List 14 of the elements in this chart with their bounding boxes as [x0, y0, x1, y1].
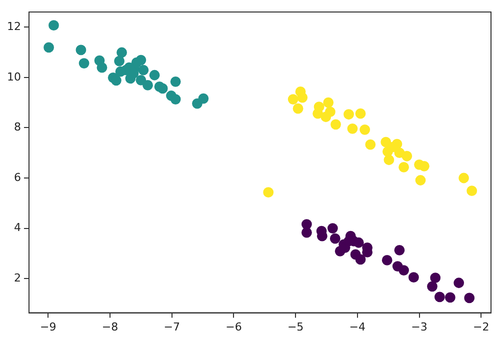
y-tick-label: 8 — [14, 120, 21, 134]
x-tick-label: −2 — [472, 320, 490, 334]
x-tick-label: −9 — [40, 320, 56, 334]
x-tick-label: −7 — [164, 320, 180, 334]
x-tick-label: −5 — [287, 320, 304, 334]
x-tick-label: −8 — [102, 320, 118, 334]
x-tick-label: −4 — [349, 320, 366, 334]
x-tick-label: −6 — [226, 320, 242, 334]
y-tick-label: 12 — [6, 20, 21, 33]
y-tick-label: 6 — [14, 170, 21, 184]
y-tick-label: 10 — [6, 70, 21, 84]
y-tick-label: 2 — [14, 271, 21, 284]
x-tick-label: −3 — [411, 320, 428, 334]
y-tick-label: 4 — [14, 221, 21, 234]
